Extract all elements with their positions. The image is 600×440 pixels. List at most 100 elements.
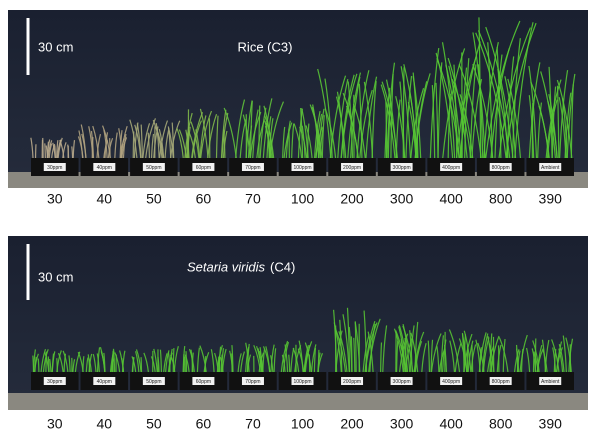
blade [384,87,391,159]
blade [502,338,506,373]
tray-tag [241,163,264,171]
blade [242,114,251,159]
blade [204,356,207,373]
blade [477,30,511,159]
blade [430,333,442,373]
tray-tag [43,163,66,171]
blade [358,83,363,159]
blade [46,141,50,159]
blade [558,348,564,373]
blade [215,115,219,159]
tray-tag [93,377,116,385]
blade [507,78,522,159]
tray-tag [440,377,463,385]
blade [167,351,171,373]
blade [32,355,35,373]
blade [504,76,517,159]
plant-tray [332,307,381,373]
plant-tray [182,345,227,373]
blade [514,22,534,159]
blade [47,140,53,159]
blade [132,357,135,373]
blade [340,73,358,159]
blade [270,344,275,373]
blade [447,57,468,159]
concentration-label: 300 [390,191,414,207]
blade [301,125,306,159]
tray-label: 200ppm [343,379,361,385]
blade [57,137,63,159]
blade [30,137,34,159]
blade [368,318,381,373]
blade [185,351,188,373]
blade [545,79,562,159]
blade [367,331,374,373]
blade [220,348,225,373]
panel-title: (C4) [270,259,295,274]
blade [85,357,89,373]
blade [350,336,353,373]
blade [541,348,548,373]
blade [559,70,569,159]
blade [159,349,163,373]
tray-label: 60ppm [196,165,211,171]
blade [402,325,414,373]
blade [427,340,431,373]
tray-tag [539,163,562,171]
blade [414,321,419,373]
tray-tag [539,377,562,385]
concentration-label: 200 [340,416,364,432]
blade [88,358,92,373]
concentration-label: 390 [539,416,563,432]
blade [37,358,40,373]
plant-tray [528,62,576,159]
blade [309,104,323,159]
concentration-label: 100 [291,416,315,432]
concentration-label: 60 [196,191,212,207]
blade [511,38,521,159]
blade [528,62,541,159]
blade [562,335,567,373]
tray-tag [440,163,463,171]
blade [176,128,184,159]
blade [135,351,140,373]
plant-tray [223,98,285,159]
blade [558,343,565,373]
blade [153,348,158,373]
blade [77,351,84,373]
plant-tray [280,340,324,373]
blade [400,339,405,373]
blade [409,90,418,159]
blade [167,127,174,159]
blade [485,26,514,159]
blade [91,137,94,159]
tray-tag [93,163,116,171]
blade [436,346,440,373]
blade [395,340,399,373]
blade [568,338,574,373]
blade [537,102,543,159]
blade [431,85,436,159]
concentration-label: 400 [439,416,463,432]
blade [63,353,67,373]
plant-tray [427,329,477,373]
blade [284,344,289,373]
tray-label: 200ppm [343,165,361,171]
blade [200,110,213,159]
blade [48,143,53,159]
blade [112,348,116,373]
blade [333,322,342,373]
blade [170,354,176,373]
tray-label: 300ppm [393,379,411,385]
blade [347,72,362,159]
blade [62,142,67,159]
blade [107,137,114,159]
blade [119,350,125,373]
ground [8,393,588,410]
blade [336,91,345,159]
blade [441,339,447,373]
tray-label: 300ppm [393,165,411,171]
blade [471,344,474,373]
blade [221,348,227,373]
blade [544,339,550,373]
